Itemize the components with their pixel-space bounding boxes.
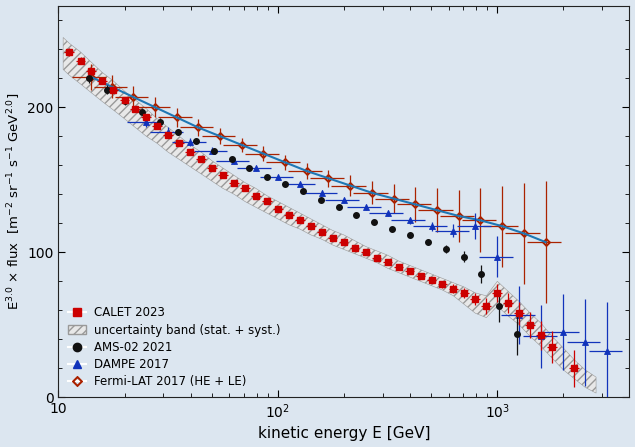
Y-axis label: E$^{3.0}$ $\times$ flux  [m$^{-2}$ sr$^{-1}$ s$^{-1}$ GeV$^{2.0}$]: E$^{3.0}$ $\times$ flux [m$^{-2}$ sr$^{-… — [6, 93, 23, 310]
Legend: CALET 2023, uncertainty band (stat. + syst.), AMS-02 2021, DAMPE 2017, Fermi-LAT: CALET 2023, uncertainty band (stat. + sy… — [64, 303, 284, 392]
X-axis label: kinetic energy E [GeV]: kinetic energy E [GeV] — [258, 426, 431, 442]
